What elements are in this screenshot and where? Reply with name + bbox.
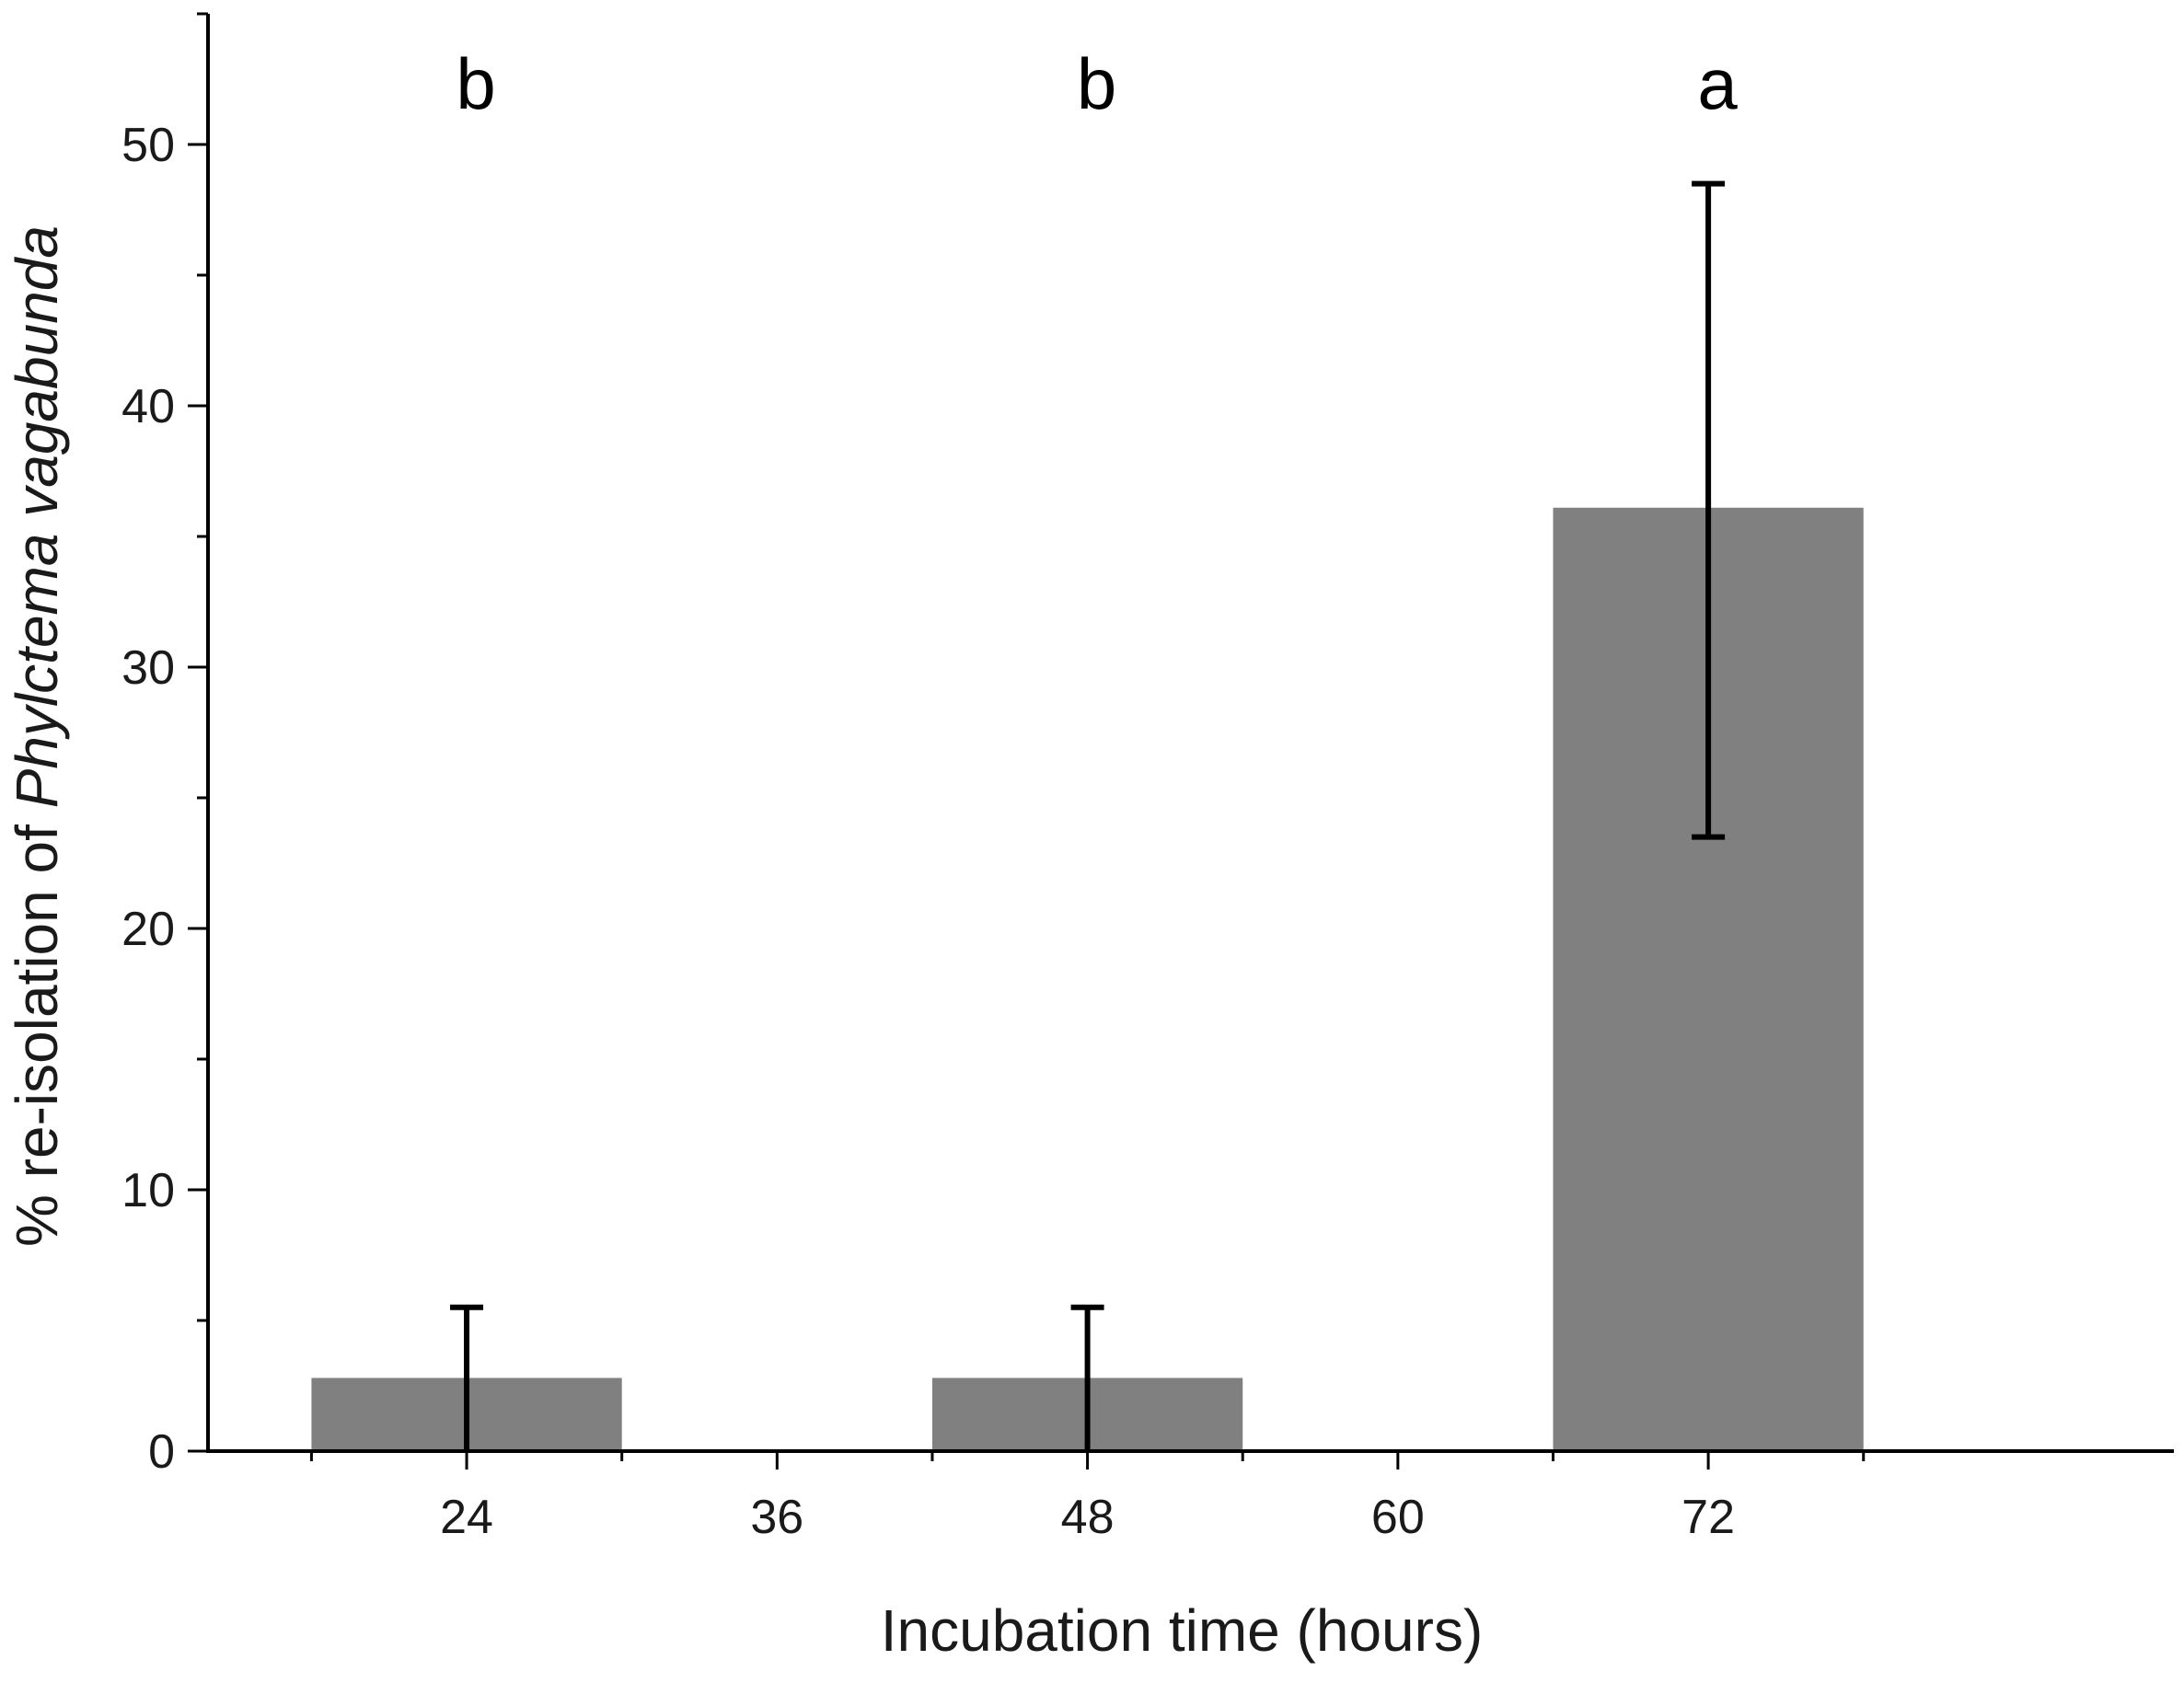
x-tick-label: 36 bbox=[750, 1491, 803, 1544]
y-tick-label: 30 bbox=[121, 641, 175, 695]
error-bars bbox=[450, 180, 1726, 1451]
error-bar-72 bbox=[1692, 180, 1726, 840]
y-tick-label: 50 bbox=[121, 119, 175, 172]
y-tick-label: 20 bbox=[121, 903, 175, 956]
significance-label-72: a bbox=[1697, 43, 1738, 124]
x-tick-label: 48 bbox=[1061, 1491, 1115, 1544]
significance-label-48: b bbox=[1077, 43, 1116, 124]
y-axis-title-species: Phylctema vagabunda bbox=[4, 225, 70, 808]
error-bar-24 bbox=[450, 1304, 484, 1451]
y-axis-title-prefix: % re-isolation of bbox=[4, 808, 70, 1247]
x-tick-label: 60 bbox=[1371, 1491, 1425, 1544]
significance-label-24: b bbox=[456, 43, 495, 124]
x-tick-label: 72 bbox=[1681, 1491, 1735, 1544]
y-tick-label: 40 bbox=[121, 380, 175, 433]
x-axis-title: Incubation time (hours) bbox=[881, 1597, 1484, 1664]
error-bar-48 bbox=[1070, 1304, 1104, 1451]
axes: 0 10 20 30 40 50 24 36 48 60 72 bbox=[121, 12, 2174, 1544]
bars bbox=[311, 507, 1864, 1451]
x-tick-label: 24 bbox=[440, 1491, 493, 1544]
y-axis-title: % re-isolation of Phylctema vagabunda bbox=[4, 225, 70, 1247]
y-tick-label: 10 bbox=[121, 1164, 175, 1217]
y-tick-label: 0 bbox=[148, 1425, 175, 1479]
